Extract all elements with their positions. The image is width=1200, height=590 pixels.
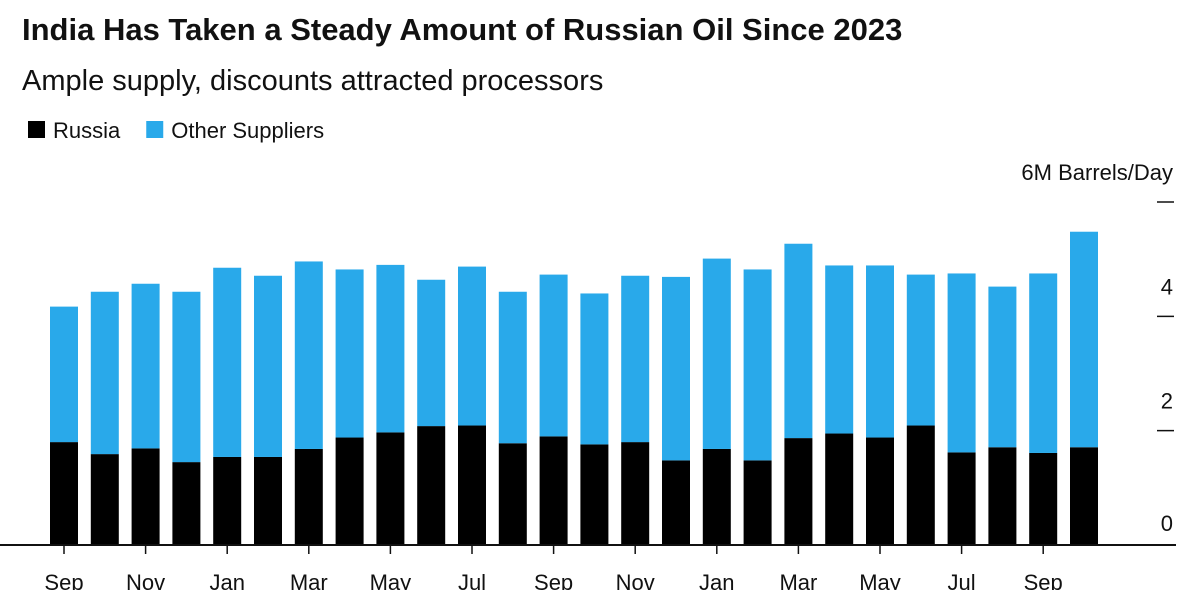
bar-segment	[376, 264, 405, 433]
bar-segment	[662, 460, 690, 545]
bar-segment	[498, 443, 527, 545]
y-tick-label: 0	[1161, 511, 1173, 536]
bar-segment	[702, 448, 731, 545]
bar-segment	[1070, 231, 1098, 448]
chart-title: India Has Taken a Steady Amount of Russi…	[22, 12, 902, 47]
chart-subtitle: Ample supply, discounts attracted proces…	[22, 65, 603, 97]
x-tick-label: Sep	[534, 570, 573, 590]
bar-segment	[213, 456, 242, 545]
bar-segment	[947, 273, 976, 453]
x-tick-label: Jul	[458, 570, 486, 590]
bar-segment	[1029, 452, 1058, 545]
bar-segment	[743, 269, 772, 461]
bar-segment	[621, 442, 650, 545]
bar-segment	[376, 432, 405, 545]
bar-segment	[784, 438, 813, 545]
bar-segment	[988, 286, 1017, 448]
bar-segment	[580, 293, 609, 445]
bar-segment	[172, 462, 201, 545]
bar-segment	[458, 425, 486, 545]
bar-segment	[906, 425, 935, 545]
legend-swatch	[146, 121, 164, 138]
bar-segment	[50, 442, 78, 545]
bar-segment	[498, 291, 527, 444]
bar-segment	[539, 274, 568, 437]
bar-segment	[458, 266, 486, 426]
bar-segment	[254, 275, 282, 457]
bar-segment	[417, 279, 446, 427]
x-tick-label: Jan	[209, 570, 244, 590]
bar-segment	[131, 448, 160, 545]
bar-segment	[825, 433, 854, 545]
x-tick-label: May	[370, 570, 412, 590]
x-tick-label: Sep	[44, 570, 83, 590]
bar-segment	[539, 436, 568, 545]
bar-segment	[1029, 273, 1058, 453]
x-tick-label: Mar	[779, 570, 817, 590]
bar-segment	[131, 283, 160, 449]
x-tick-label: Mar	[290, 570, 328, 590]
bar-segment	[825, 265, 854, 434]
bar-segment	[702, 258, 731, 449]
bar-segment	[784, 243, 813, 439]
bar-segment	[90, 291, 119, 455]
bar-segment	[866, 437, 894, 545]
bar-segment	[335, 269, 364, 438]
y-tick-label: 6M Barrels/Day	[1021, 160, 1173, 185]
legend-label: Russia	[53, 118, 121, 143]
bar-segment	[172, 291, 201, 463]
legend-label: Other Suppliers	[171, 118, 324, 143]
bar-segment	[662, 276, 690, 461]
bar-segment	[743, 460, 772, 545]
bar-segment	[580, 444, 609, 545]
y-tick-label: 2	[1161, 389, 1173, 414]
bar-segment	[1070, 447, 1098, 545]
bar-segment	[947, 452, 976, 545]
bar-segment	[988, 447, 1017, 545]
legend-swatch	[28, 121, 45, 138]
x-tick-label: May	[859, 570, 901, 590]
bar-segment	[213, 267, 242, 457]
bar-segment	[90, 454, 119, 545]
bar-segment	[294, 261, 323, 449]
x-tick-label: Jul	[948, 570, 976, 590]
x-tick-label: Nov	[616, 570, 655, 590]
bar-segment	[294, 448, 323, 545]
bar-segment	[254, 456, 282, 545]
bar-segment	[50, 306, 78, 443]
bar-segment	[335, 437, 364, 545]
bar-segment	[417, 426, 446, 545]
bar-segment	[906, 274, 935, 426]
x-tick-label: Nov	[126, 570, 165, 590]
x-tick-label: Jan	[699, 570, 734, 590]
x-tick-label: Sep	[1024, 570, 1063, 590]
bar-segment	[621, 275, 650, 443]
y-tick-label: 4	[1161, 274, 1173, 299]
bar-segment	[866, 265, 894, 438]
